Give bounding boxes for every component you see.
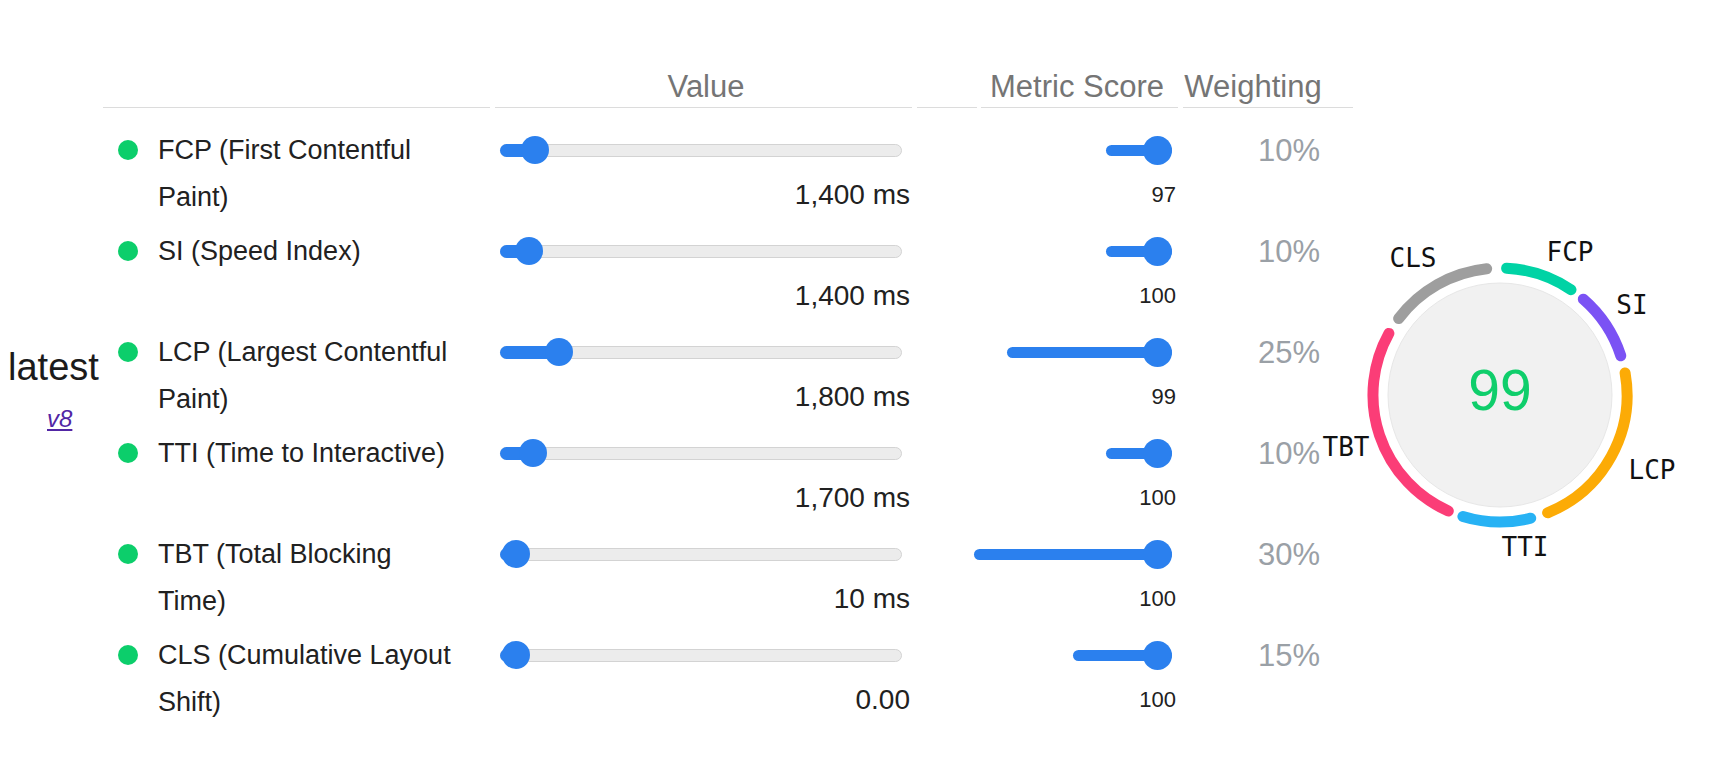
metric-value-cls: 0.00 [610,683,910,717]
metric-status-dot-tbt [118,544,138,564]
table-divider [103,107,490,108]
metric-status-dot-fcp [118,140,138,160]
performance-score-gauge: 99 FCPSILCPTTITBTCLS [1330,225,1670,565]
metric-weighting-fcp: 10% [1180,132,1320,170]
metric-score-si: 100 [1046,281,1176,311]
metric-weighting-lcp: 25% [1180,334,1320,372]
gauge-score: 99 [1468,357,1531,423]
score-slider-thumb[interactable] [1143,338,1172,367]
score-slider-thumb[interactable] [1143,136,1172,165]
slider-track [500,144,902,157]
metric-score-fcp: 97 [1046,180,1176,210]
gauge-arc-tti [1463,517,1531,522]
column-header-weighting: Weighting [1184,69,1321,105]
gauge-label-fcp: FCP [1547,237,1594,267]
score-slider-thumb[interactable] [1143,641,1172,670]
version-link[interactable]: v8 [47,405,72,433]
metric-weighting-tti: 10% [1180,435,1320,473]
metric-score-lcp: 99 [1046,382,1176,412]
slider-thumb[interactable] [521,136,549,164]
slider-track [500,447,902,460]
score-slider-tbt[interactable] [974,540,1172,569]
metric-status-dot-si [118,241,138,261]
metric-label-si: SI (Speed Index) [158,228,361,275]
score-slider-thumb[interactable] [1143,540,1172,569]
value-slider-fcp[interactable] [500,136,902,164]
score-slider-cls[interactable] [1073,641,1172,670]
metric-score-cls: 100 [1046,685,1176,715]
metric-status-dot-lcp [118,342,138,362]
slider-track [500,649,902,662]
column-header-metric-score: Metric Score [990,69,1164,105]
gauge-label-lcp: LCP [1629,455,1676,485]
metric-status-dot-tti [118,443,138,463]
metric-value-si: 1,400 ms [610,279,910,313]
column-header-value: Value [668,69,745,105]
metric-weighting-cls: 15% [1180,637,1320,675]
metric-value-tti: 1,700 ms [610,481,910,515]
metric-label-line: Shift) [158,679,451,726]
score-slider-thumb[interactable] [1143,439,1172,468]
value-slider-tti[interactable] [500,439,902,467]
score-slider-tti[interactable] [1106,439,1172,468]
slider-thumb[interactable] [515,237,543,265]
score-slider-thumb[interactable] [1143,237,1172,266]
metric-label-lcp: LCP (Largest ContentfulPaint) [158,329,447,423]
lighthouse-scoring-calculator: Value Metric Score Weighting latest v8 F… [0,0,1711,783]
metric-label-line: Time) [158,578,392,625]
metric-label-cls: CLS (Cumulative LayoutShift) [158,632,451,726]
slider-thumb[interactable] [545,338,573,366]
score-slider-si[interactable] [1106,237,1172,266]
table-divider [495,107,912,108]
gauge-label-tti: TTI [1502,532,1549,562]
metric-label-fcp: FCP (First ContentfulPaint) [158,127,411,221]
metric-label-line: SI (Speed Index) [158,228,361,275]
metric-weighting-si: 10% [1180,233,1320,271]
value-slider-tbt[interactable] [500,540,902,568]
table-divider [917,107,977,108]
slider-thumb[interactable] [502,641,530,669]
metric-label-tti: TTI (Time to Interactive) [158,430,445,477]
gauge-label-si: SI [1616,290,1647,320]
metric-value-lcp: 1,800 ms [610,380,910,414]
metric-label-tbt: TBT (Total BlockingTime) [158,531,392,625]
metric-label-line: Paint) [158,174,411,221]
score-slider-fcp[interactable] [1106,136,1172,165]
slider-track [500,548,902,561]
slider-thumb[interactable] [502,540,530,568]
value-slider-lcp[interactable] [500,338,902,366]
score-slider-lcp[interactable] [1007,338,1172,367]
metric-weighting-tbt: 30% [1180,536,1320,574]
table-divider [981,107,1178,108]
slider-thumb[interactable] [519,439,547,467]
slider-track [500,245,902,258]
metric-label-line: TBT (Total Blocking [158,531,392,578]
metric-label-line: TTI (Time to Interactive) [158,430,445,477]
metric-label-line: CLS (Cumulative Layout [158,632,451,679]
metric-score-tbt: 100 [1046,584,1176,614]
value-slider-cls[interactable] [500,641,902,669]
metric-label-line: LCP (Largest Contentful [158,329,447,376]
table-divider [1183,107,1353,108]
version-latest-label: latest [8,346,99,389]
metric-value-fcp: 1,400 ms [610,178,910,212]
gauge-label-cls: CLS [1390,243,1437,273]
gauge-label-tbt: TBT [1323,432,1370,462]
value-slider-si[interactable] [500,237,902,265]
metric-value-tbt: 10 ms [610,582,910,616]
metric-label-line: Paint) [158,376,447,423]
metric-status-dot-cls [118,645,138,665]
metric-score-tti: 100 [1046,483,1176,513]
metric-label-line: FCP (First Contentful [158,127,411,174]
